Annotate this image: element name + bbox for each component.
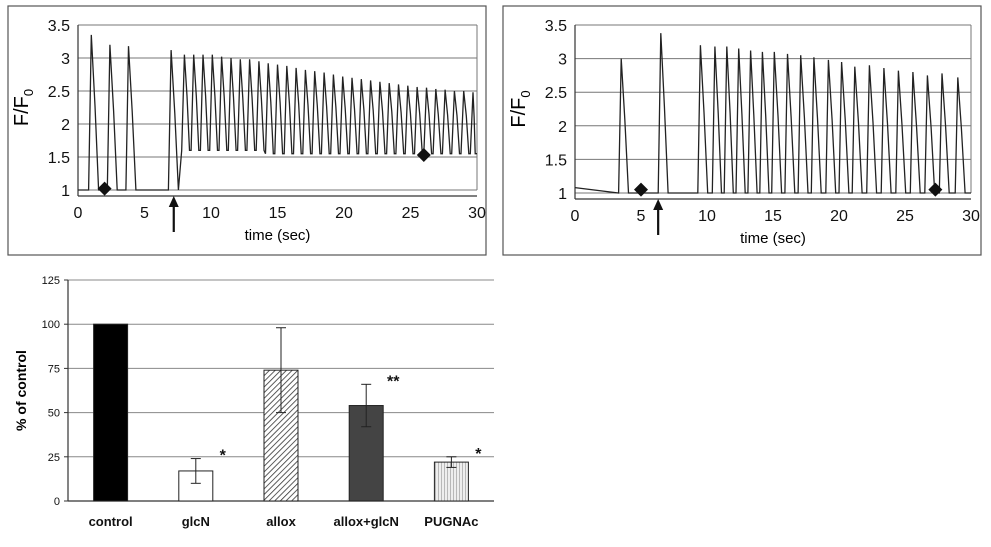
y-axis-label: % of control [13,350,29,431]
x-tick-label: 10 [698,208,716,225]
category-label: allox+glcN [334,514,399,529]
bar-control [93,323,129,502]
x-axis-label: time (sec) [245,227,311,244]
significance-label: * [220,448,227,465]
y-tick-label: 1.5 [545,152,567,169]
arrow-up-icon [168,196,179,207]
x-tick-label: 5 [140,205,149,222]
x-tick-label: 0 [74,205,83,222]
fluorescence-trace [574,33,971,194]
x-tick-label: 25 [896,208,914,225]
y-tick-label: 25 [48,452,60,464]
diamond-marker [928,182,943,197]
y-axis-label: F/F0 [508,90,533,127]
y-tick-label: 3.5 [545,18,567,35]
diamond-marker [416,148,431,163]
category-label: allox [266,514,296,529]
x-tick-label: 30 [468,205,486,222]
significance-label: * [475,446,482,463]
x-tick-label: 25 [402,205,420,222]
x-tick-label: 0 [571,208,580,225]
y-tick-label: 3.5 [48,18,70,35]
y-tick-label: 50 [48,408,60,420]
x-tick-label: 20 [830,208,848,225]
y-axis-label: F/F0 [11,89,36,126]
category-label: PUGNAc [424,514,478,529]
category-label: glcN [182,514,210,529]
x-axis-label: time (sec) [740,230,806,247]
x-tick-label: 10 [202,205,220,222]
y-tick-label: 2.5 [48,84,70,101]
category-label: control [89,514,133,529]
diamond-marker [97,181,112,196]
y-tick-label: 1.5 [48,150,70,167]
bar-PUGNAc [433,461,469,502]
trace-chart-left: 1 1.5 2 2.5 3 3.5 0 5 10 15 20 25 30 F/F0 time (sec) [7,5,487,256]
diamond-marker [634,182,648,197]
x-tick-label: 15 [764,208,782,225]
y-tick-label: 3 [61,51,70,68]
y-tick-label: 2 [61,117,70,134]
y-tick-label: 100 [42,319,60,331]
x-tick-label: 15 [269,205,287,222]
x-tick-label: 30 [962,208,980,225]
arrow-up-icon [653,199,664,210]
y-tick-label: 1 [61,183,70,200]
significance-label: ** [387,373,400,390]
y-tick-label: 3 [558,52,567,69]
x-tick-label: 5 [637,208,646,225]
y-tick-label: 125 [42,275,60,287]
y-tick-label: 0 [54,496,60,508]
trace-chart-right: 1 1.5 2 2.5 3 3.5 0 5 10 15 20 25 30 F/F0 time (sec) [502,5,982,256]
y-tick-label: 75 [48,363,60,375]
y-tick-label: 2.5 [545,85,567,102]
y-tick-label: 2 [558,119,567,136]
y-tick-label: 1 [558,186,567,203]
x-tick-label: 20 [335,205,353,222]
